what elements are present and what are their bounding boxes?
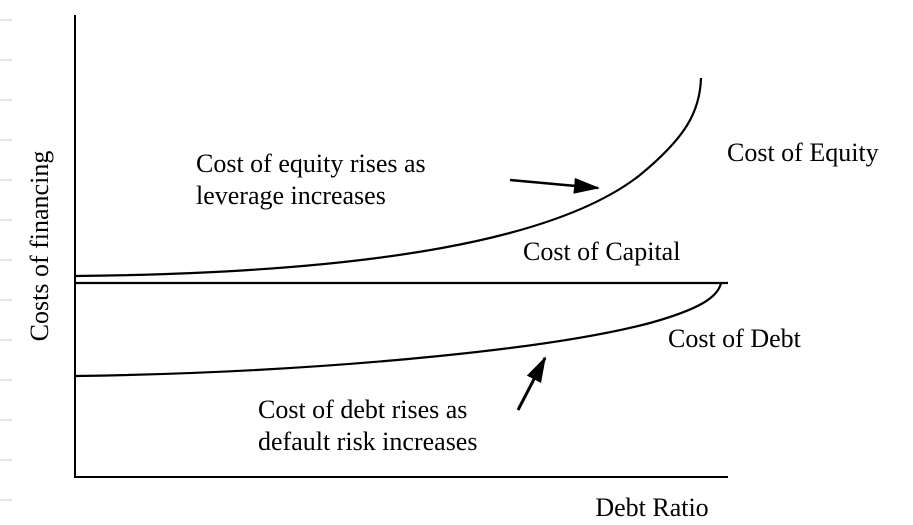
- curve-label: Cost of Capital: [523, 237, 680, 266]
- y-axis-label: Costs of financing: [25, 151, 54, 342]
- x-axis-label: Debt Ratio: [595, 493, 708, 522]
- equity-arrow: [509, 177, 600, 194]
- curve-label: Cost of Debt: [668, 324, 802, 353]
- left-edge-decoration: [0, 19, 12, 501]
- curve-label: Cost of Equity: [727, 138, 879, 167]
- debt-arrow: [516, 356, 547, 411]
- annotation-line: Cost of equity rises as: [196, 149, 426, 178]
- equity-curve: [74, 77, 703, 278]
- annotation-line: default risk increases: [258, 427, 477, 456]
- annotation-line: Cost of debt rises as: [258, 395, 467, 424]
- annotation-line: leverage increases: [196, 181, 386, 210]
- debt-curve: [74, 282, 723, 378]
